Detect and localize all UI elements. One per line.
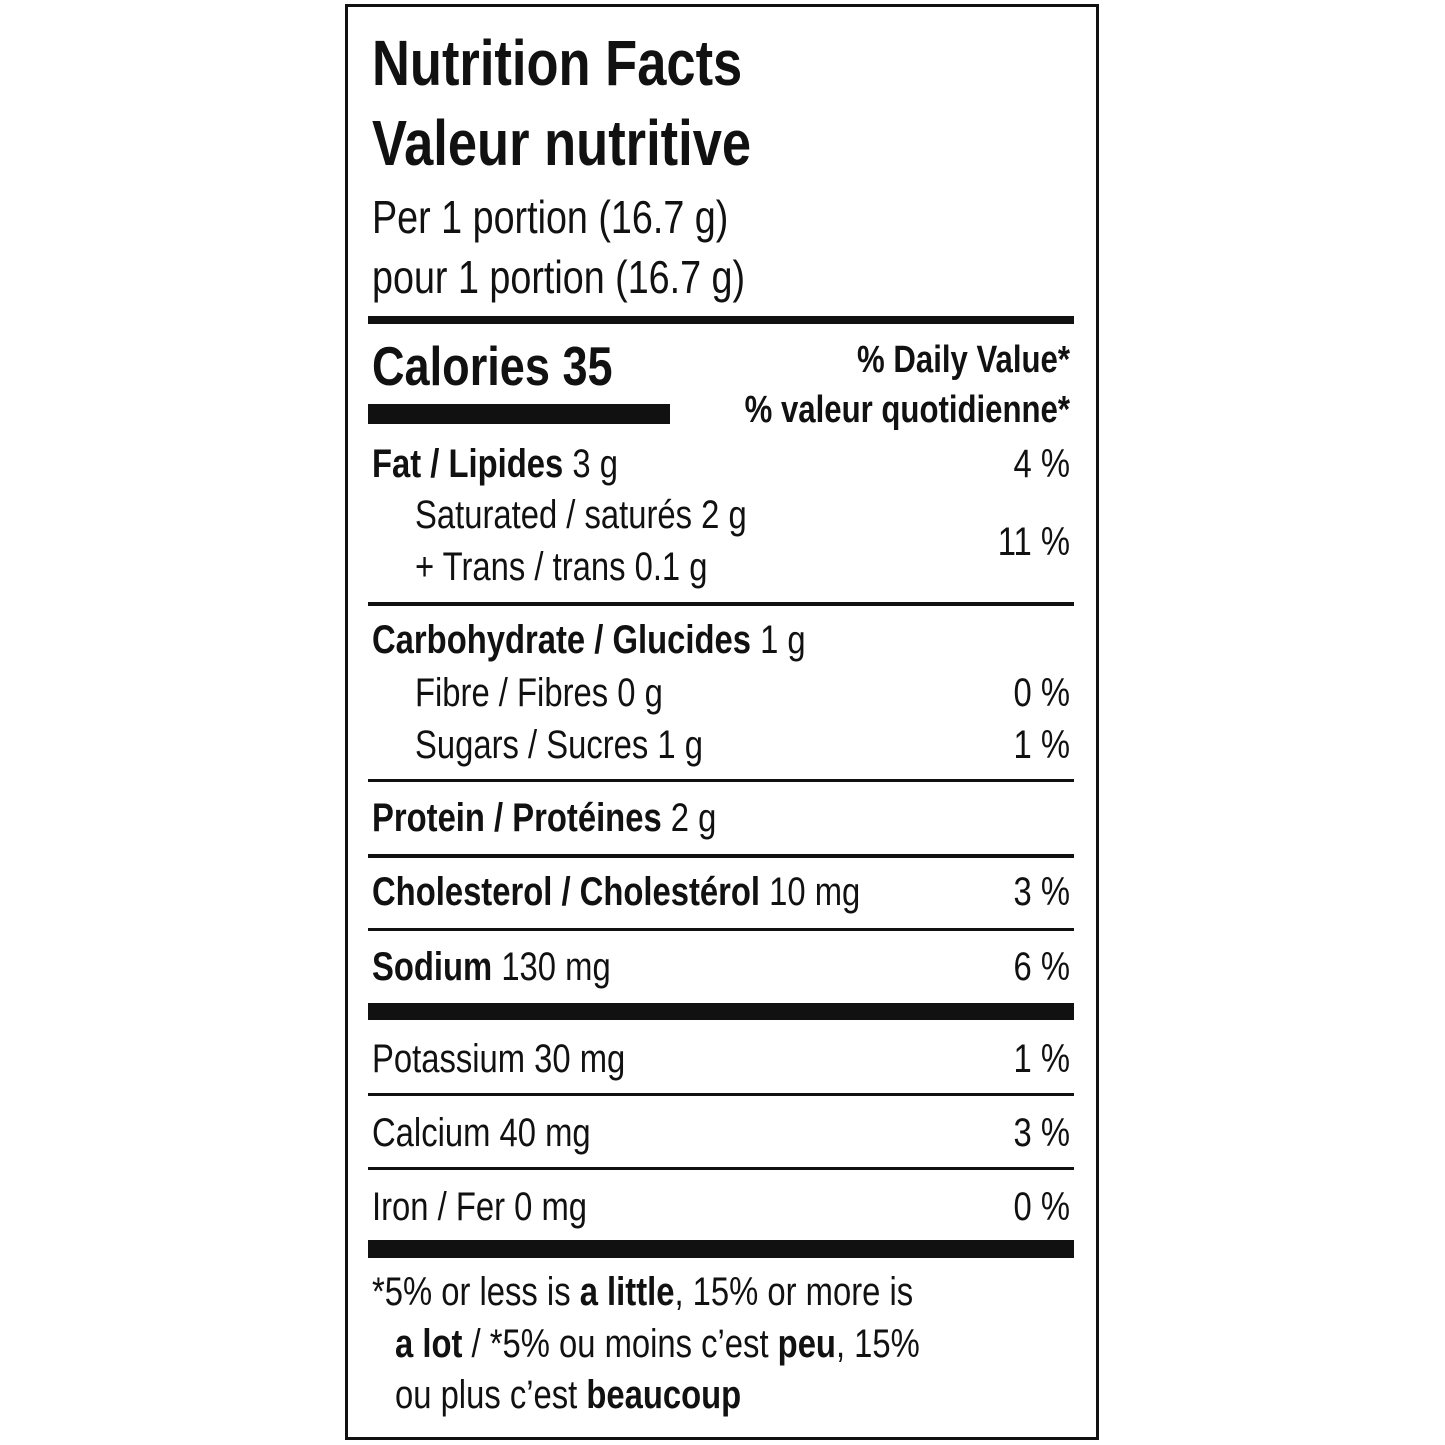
text-run: / *5% ou moins c’est xyxy=(462,1321,777,1366)
rule xyxy=(368,854,1074,858)
nutrient-line: Calcium 40 mg xyxy=(372,1110,591,1155)
rule-thick xyxy=(368,1003,1074,1020)
rule xyxy=(368,928,1074,931)
nutrient-line: Potassium 30 mg xyxy=(372,1036,625,1081)
text-run: Calcium 40 mg xyxy=(372,1110,591,1155)
text-run: 3 g xyxy=(563,441,618,486)
text-run: Potassium 30 mg xyxy=(372,1036,625,1081)
text-run: Sodium xyxy=(372,944,492,989)
nutrient-line: Fat / Lipides 3 g xyxy=(372,441,618,486)
text-run: + Trans / trans 0.1 g xyxy=(415,544,708,589)
serving-size: Per 1 portion (16.7 g) xyxy=(372,191,728,242)
text-run: Iron / Fer 0 mg xyxy=(372,1184,587,1229)
rule xyxy=(368,1093,1074,1096)
nutrient-line: Saturated / saturés 2 g xyxy=(415,492,747,537)
serving-size: pour 1 portion (16.7 g) xyxy=(372,251,745,302)
calories-bar xyxy=(368,404,670,424)
text-run: 2 g xyxy=(662,795,717,840)
text-run: *5% or less is xyxy=(372,1269,580,1314)
daily-value-heading: % Daily Value* xyxy=(857,339,1070,381)
rule-thick xyxy=(368,316,1074,324)
text-run: a lot xyxy=(395,1321,462,1366)
rule xyxy=(368,779,1074,782)
text-run: Protein / Protéines xyxy=(372,795,662,840)
text-run: Sugars / Sucres 1 g xyxy=(415,722,703,767)
text-run: , 15% xyxy=(836,1321,920,1366)
title: Nutrition Facts xyxy=(372,28,742,99)
calories: Calories 35 xyxy=(372,335,613,397)
title: Valeur nutritive xyxy=(372,108,751,179)
nutrient-line: Cholesterol / Cholestérol 10 mg xyxy=(372,869,860,914)
text-run: 130 mg xyxy=(492,944,610,989)
rule-thick xyxy=(368,1240,1074,1258)
rule xyxy=(368,1167,1074,1170)
daily-value: 4 % xyxy=(1013,441,1070,486)
nutrient-line: Protein / Protéines 2 g xyxy=(372,795,716,840)
text-run: , 15% or more is xyxy=(674,1269,913,1314)
footnote-line: ou plus c’est beaucoup xyxy=(395,1372,741,1417)
daily-value: 6 % xyxy=(1013,944,1070,989)
nutrient-line: Sugars / Sucres 1 g xyxy=(415,722,703,767)
daily-value: 3 % xyxy=(1013,1110,1070,1155)
daily-value: 0 % xyxy=(1013,1184,1070,1229)
text-run: beaucoup xyxy=(586,1372,741,1417)
text-run: peu xyxy=(778,1321,836,1366)
daily-value: 3 % xyxy=(1013,869,1070,914)
nutrient-line: Carbohydrate / Glucides 1 g xyxy=(372,617,806,662)
text-run: Fat / Lipides xyxy=(372,441,563,486)
text-run: 10 mg xyxy=(760,869,860,914)
nutrient-line: Iron / Fer 0 mg xyxy=(372,1184,587,1229)
text-run: Saturated / saturés 2 g xyxy=(415,492,747,537)
nutrient-line: Sodium 130 mg xyxy=(372,944,611,989)
footnote-line: *5% or less is a little, 15% or more is xyxy=(372,1269,913,1314)
footnote-line: a lot / *5% ou moins c’est peu, 15% xyxy=(395,1321,920,1366)
rule xyxy=(368,602,1074,606)
text-run: 1 g xyxy=(751,617,806,662)
text-run: a little xyxy=(580,1269,675,1314)
daily-value: 0 % xyxy=(1013,670,1070,715)
daily-value: 1 % xyxy=(1013,1036,1070,1081)
daily-value: 11 % xyxy=(998,519,1070,564)
text-run: Cholesterol / Cholestérol xyxy=(372,869,760,914)
label-border xyxy=(345,4,1099,1440)
daily-value: 1 % xyxy=(1013,722,1070,767)
text-run: Carbohydrate / Glucides xyxy=(372,617,751,662)
daily-value-heading: % valeur quotidienne* xyxy=(745,389,1071,431)
nutrient-line: Fibre / Fibres 0 g xyxy=(415,670,663,715)
text-run: ou plus c’est xyxy=(395,1372,586,1417)
text-run: Fibre / Fibres 0 g xyxy=(415,670,663,715)
nutrient-line: + Trans / trans 0.1 g xyxy=(415,544,708,589)
